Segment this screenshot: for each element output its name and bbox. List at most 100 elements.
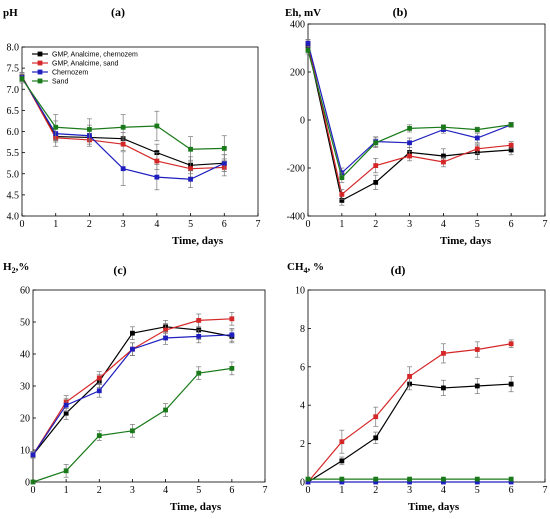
x-tick-label: 1	[64, 485, 69, 496]
data-point	[229, 332, 235, 338]
data-point	[30, 452, 36, 458]
data-point	[474, 127, 480, 132]
data-point	[441, 385, 446, 391]
y-tick-label: 8	[300, 324, 305, 335]
y-axis-label: CH4, %	[287, 261, 324, 275]
series-0	[305, 41, 514, 206]
data-point	[339, 439, 345, 445]
data-point	[508, 142, 514, 148]
x-tick-label: 7	[263, 485, 268, 496]
series-1	[305, 339, 514, 485]
data-point	[441, 479, 446, 485]
data-point	[373, 476, 379, 482]
x-tick-label: 4	[441, 485, 446, 496]
data-point	[407, 140, 412, 146]
x-tick-label: 7	[256, 219, 261, 230]
y-tick-label: 0	[300, 116, 305, 127]
x-tick-label: 3	[407, 219, 412, 230]
y-tick-label: 50	[20, 318, 30, 329]
y-tick-label: -200	[287, 164, 305, 175]
data-point	[229, 366, 235, 371]
x-tick-label: 5	[188, 219, 193, 230]
series-2	[30, 328, 235, 459]
legend-marker	[37, 78, 43, 84]
data-point	[474, 479, 480, 485]
legend-label: Chernozem	[52, 70, 88, 77]
data-point	[120, 141, 126, 147]
legend-label: GMP, Analcime, sand	[52, 61, 119, 68]
data-point	[188, 146, 193, 152]
y-tick-label: 200	[290, 68, 305, 79]
data-point	[373, 414, 379, 420]
y-axis-label-suffix: ,%	[16, 261, 30, 273]
data-point	[508, 147, 514, 153]
data-point	[221, 160, 227, 166]
panel-a: 0 1 2 3 4 5 6 7 4.0 4.5 5.0 5.5 6.0 6.5 7.0 7.5 8.0 pH (a)…	[3, 5, 261, 247]
data-point	[474, 146, 480, 152]
y-tick-label: 400	[290, 20, 305, 31]
x-tick-label: 3	[121, 219, 126, 230]
data-point	[163, 335, 168, 341]
data-point	[373, 163, 379, 168]
y-axis-label-sub: 2	[12, 266, 16, 275]
data-point	[305, 476, 311, 482]
y-tick-label: 4	[300, 401, 305, 412]
legend-marker	[37, 69, 43, 75]
series-3	[305, 46, 514, 183]
panel-label: (c)	[113, 263, 126, 277]
x-tick-label: 2	[373, 485, 378, 496]
series-3	[19, 74, 227, 163]
y-tick-label: 6	[300, 362, 305, 373]
x-tick-label: 0	[20, 219, 25, 230]
data-point	[188, 176, 193, 182]
data-point	[441, 159, 446, 165]
data-point	[407, 479, 412, 485]
x-tick-label: 5	[196, 485, 201, 496]
y-tick-label: 20	[20, 414, 30, 425]
data-point	[339, 198, 345, 203]
y-tick-label: 10	[295, 286, 305, 297]
y-tick-label: 0	[300, 478, 305, 489]
data-point	[373, 435, 379, 441]
data-point	[221, 146, 227, 151]
x-tick-label: 1	[53, 219, 58, 230]
data-point	[120, 166, 126, 172]
y-tick-label: 40	[20, 350, 30, 361]
y-tick-label: 0	[25, 478, 30, 489]
y-tick-label: 5.5	[7, 148, 20, 159]
x-tick-label: 7	[543, 485, 548, 496]
data-point	[474, 383, 480, 389]
data-point	[339, 192, 345, 197]
data-point	[53, 124, 59, 130]
panel-label: (d)	[391, 263, 406, 277]
x-tick-label: 1	[339, 485, 344, 496]
legend-marker	[37, 51, 43, 57]
series-2	[305, 479, 514, 485]
data-point	[229, 316, 235, 322]
data-point	[196, 334, 202, 339]
data-point	[196, 318, 202, 323]
x-tick-label: 7	[543, 219, 548, 230]
y-tick-label: 4.0	[7, 212, 20, 223]
data-point	[407, 153, 412, 159]
data-point	[407, 374, 412, 379]
data-point	[508, 122, 514, 128]
panel-label: (a)	[111, 5, 125, 19]
x-tick-label: 6	[229, 485, 234, 496]
data-point	[339, 476, 345, 482]
y-axis-label-main: CH	[287, 261, 304, 273]
x-axis-label: Time, days	[408, 501, 460, 513]
x-tick-label: 6	[509, 219, 514, 230]
y-tick-label: 60	[20, 286, 30, 297]
series-3	[305, 476, 514, 482]
data-point	[96, 375, 102, 381]
data-point	[373, 180, 379, 185]
y-axis-label-suffix: , %	[308, 261, 325, 273]
panel-label: (b)	[393, 5, 408, 19]
data-point	[339, 458, 345, 464]
plot-frame	[307, 23, 546, 217]
y-axis-label: H2,%	[3, 261, 29, 275]
